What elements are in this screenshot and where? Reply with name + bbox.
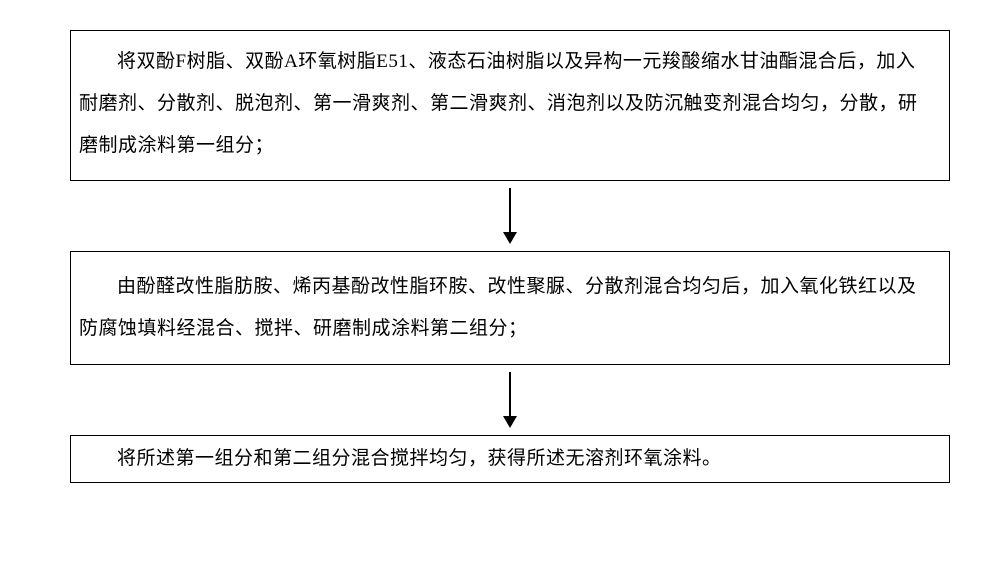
flow-step-1: 将双酚F树脂、双酚A环氧树脂E51、液态石油树脂以及异构一元羧酸缩水甘油酯混合后… xyxy=(70,30,950,181)
arrow-1 xyxy=(70,181,950,251)
arrow-down-icon xyxy=(500,370,520,430)
arrow-down-icon xyxy=(500,186,520,246)
flow-step-2: 由酚醛改性脂肪胺、烯丙基酚改性脂环胺、改性聚脲、分散剂混合均匀后，加入氧化铁红以… xyxy=(70,251,950,365)
flow-container: 将双酚F树脂、双酚A环氧树脂E51、液态石油树脂以及异构一元羧酸缩水甘油酯混合后… xyxy=(70,30,950,483)
arrow-2 xyxy=(70,365,950,435)
flow-step-3: 将所述第一组分和第二组分混合搅拌均匀，获得所述无溶剂环氧涂料。 xyxy=(70,435,950,483)
flowchart-canvas: 将双酚F树脂、双酚A环氧树脂E51、液态石油树脂以及异构一元羧酸缩水甘油酯混合后… xyxy=(0,0,1000,566)
